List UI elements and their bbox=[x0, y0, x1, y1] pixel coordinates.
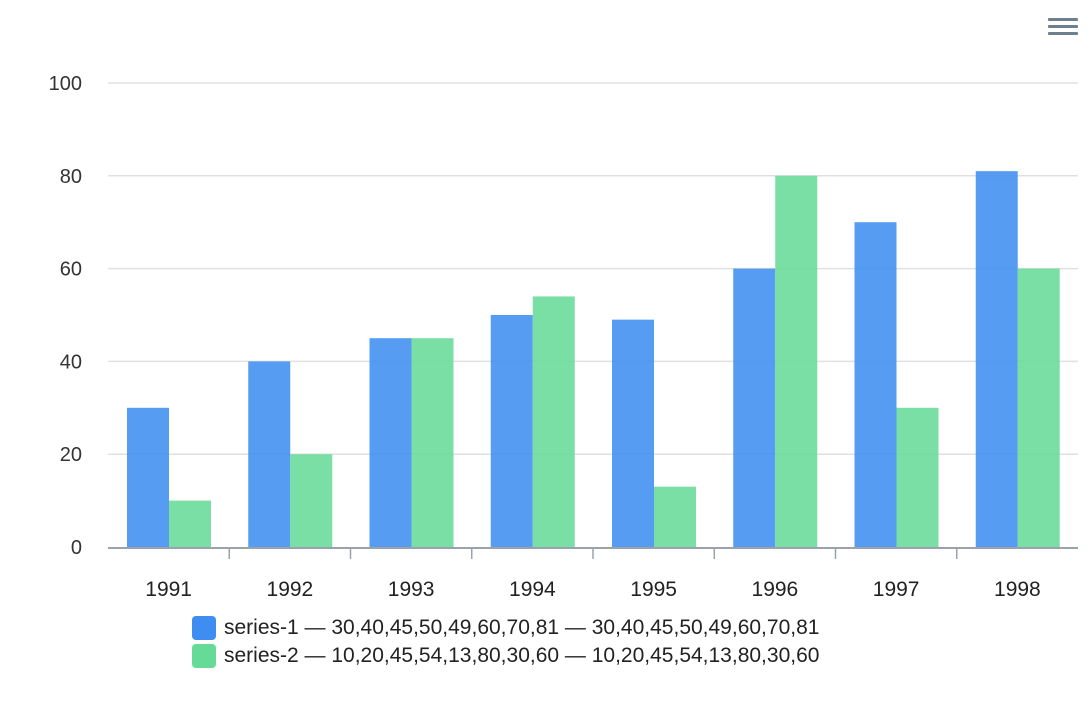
x-tick-label: 1993 bbox=[388, 578, 435, 601]
x-tick-label: 1996 bbox=[752, 578, 799, 601]
legend-label-series-2: series-2 — 10,20,45,54,13,80,30,60 — 10,… bbox=[224, 644, 820, 667]
bar-series-2-1995 bbox=[654, 486, 696, 547]
bar-series-1-1995 bbox=[612, 319, 654, 547]
bar-series-2-1993 bbox=[411, 338, 454, 547]
x-tick-label: 1995 bbox=[630, 578, 677, 601]
y-tick-label: 20 bbox=[60, 444, 82, 466]
legend-label-series-1: series-1 — 30,40,45,50,49,60,70,81 — 30,… bbox=[224, 616, 820, 639]
y-tick-label: 60 bbox=[60, 259, 82, 281]
y-tick-label: 100 bbox=[49, 73, 82, 95]
bar-series-1-1996 bbox=[733, 268, 776, 547]
chart-legend: series-1 — 30,40,45,50,49,60,70,81 — 30,… bbox=[192, 614, 819, 670]
hamburger-menu-icon[interactable] bbox=[1046, 14, 1080, 44]
x-tick-label: 1994 bbox=[509, 578, 556, 601]
x-tick-label: 1991 bbox=[145, 578, 192, 601]
x-tick-label: 1998 bbox=[994, 578, 1041, 601]
x-tick-label: 1992 bbox=[267, 578, 314, 601]
bar-series-2-1997 bbox=[896, 407, 939, 547]
legend-swatch-series-2 bbox=[192, 644, 216, 668]
bar-series-2-1998 bbox=[1017, 268, 1060, 547]
y-tick-label: 80 bbox=[60, 166, 82, 188]
bar-series-1-1992 bbox=[248, 361, 291, 547]
bar-series-1-1991 bbox=[127, 407, 169, 547]
legend-item-series-2[interactable]: series-2 — 10,20,45,54,13,80,30,60 — 10,… bbox=[192, 642, 819, 670]
legend-swatch-series-1 bbox=[192, 616, 216, 640]
legend-item-series-1[interactable]: series-1 — 30,40,45,50,49,60,70,81 — 30,… bbox=[192, 614, 819, 642]
bar-series-1-1998 bbox=[975, 171, 1018, 547]
bar-series-1-1997 bbox=[854, 222, 897, 547]
bar-series-2-1996 bbox=[775, 175, 818, 548]
y-tick-label: 0 bbox=[71, 537, 82, 559]
bar-series-2-1992 bbox=[290, 454, 333, 547]
bar-series-1-1993 bbox=[369, 338, 412, 547]
bar-series-2-1994 bbox=[532, 296, 575, 547]
y-tick-label: 40 bbox=[60, 351, 82, 373]
bar-series-1-1994 bbox=[490, 315, 533, 547]
x-tick-label: 1997 bbox=[873, 578, 920, 601]
bar-series-2-1991 bbox=[169, 500, 211, 547]
